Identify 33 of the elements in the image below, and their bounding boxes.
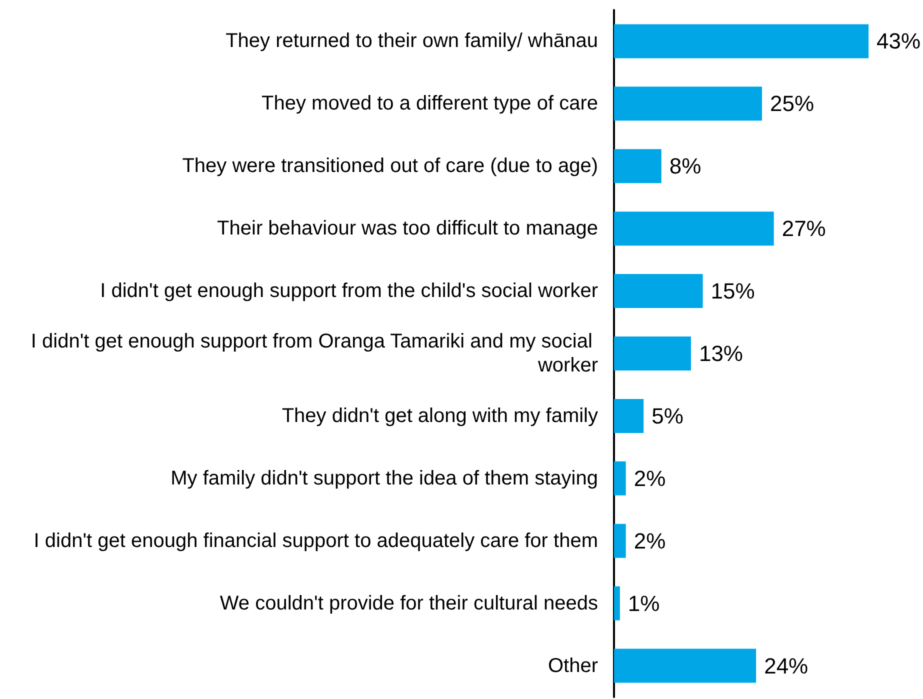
bar [614,274,703,308]
bar [614,86,762,121]
y-tick-label: They moved to a different type of care [262,92,598,115]
y-tick-label: Their behaviour was too difficult to manage [217,218,598,240]
y-tick-label: My family didn't support the idea of them staying [170,467,598,490]
y-tick-label: I didn't get enough financial support to adequately care for them [34,530,598,552]
bar [614,149,662,184]
bar [614,24,869,58]
bar [614,398,644,433]
data-label: 43% [876,28,921,54]
data-label: 13% [698,341,744,366]
data-label: 1% [628,590,660,616]
data-label: 2% [634,466,666,491]
data-label: 24% [764,653,808,678]
y-tick-label: Other [548,654,598,677]
y-tick-label: I didn't get enough support from the child's social worker [100,280,598,302]
y-tick-label: I didn't get enough support from Oranga Tamariki and my social worker [30,330,598,376]
data-label: 2% [634,528,666,554]
bar [614,461,626,496]
y-tick-label: They didn't get along with my family [282,404,598,427]
y-tick-label: They were transitioned out of care (due to age) [182,155,598,178]
bar [614,524,626,558]
bar [614,586,620,620]
y-tick-label: They returned to their own family/ whānau [226,30,598,52]
y-tick-label: We couldn't provide for their cultural needs [220,592,598,614]
data-label: 27% [782,216,826,242]
bar [614,336,691,370]
bar [614,648,756,683]
bar [614,212,774,246]
data-label: 15% [710,278,755,304]
data-label: 5% [652,403,684,428]
data-label: 25% [770,91,814,116]
data-label: 8% [669,154,702,179]
